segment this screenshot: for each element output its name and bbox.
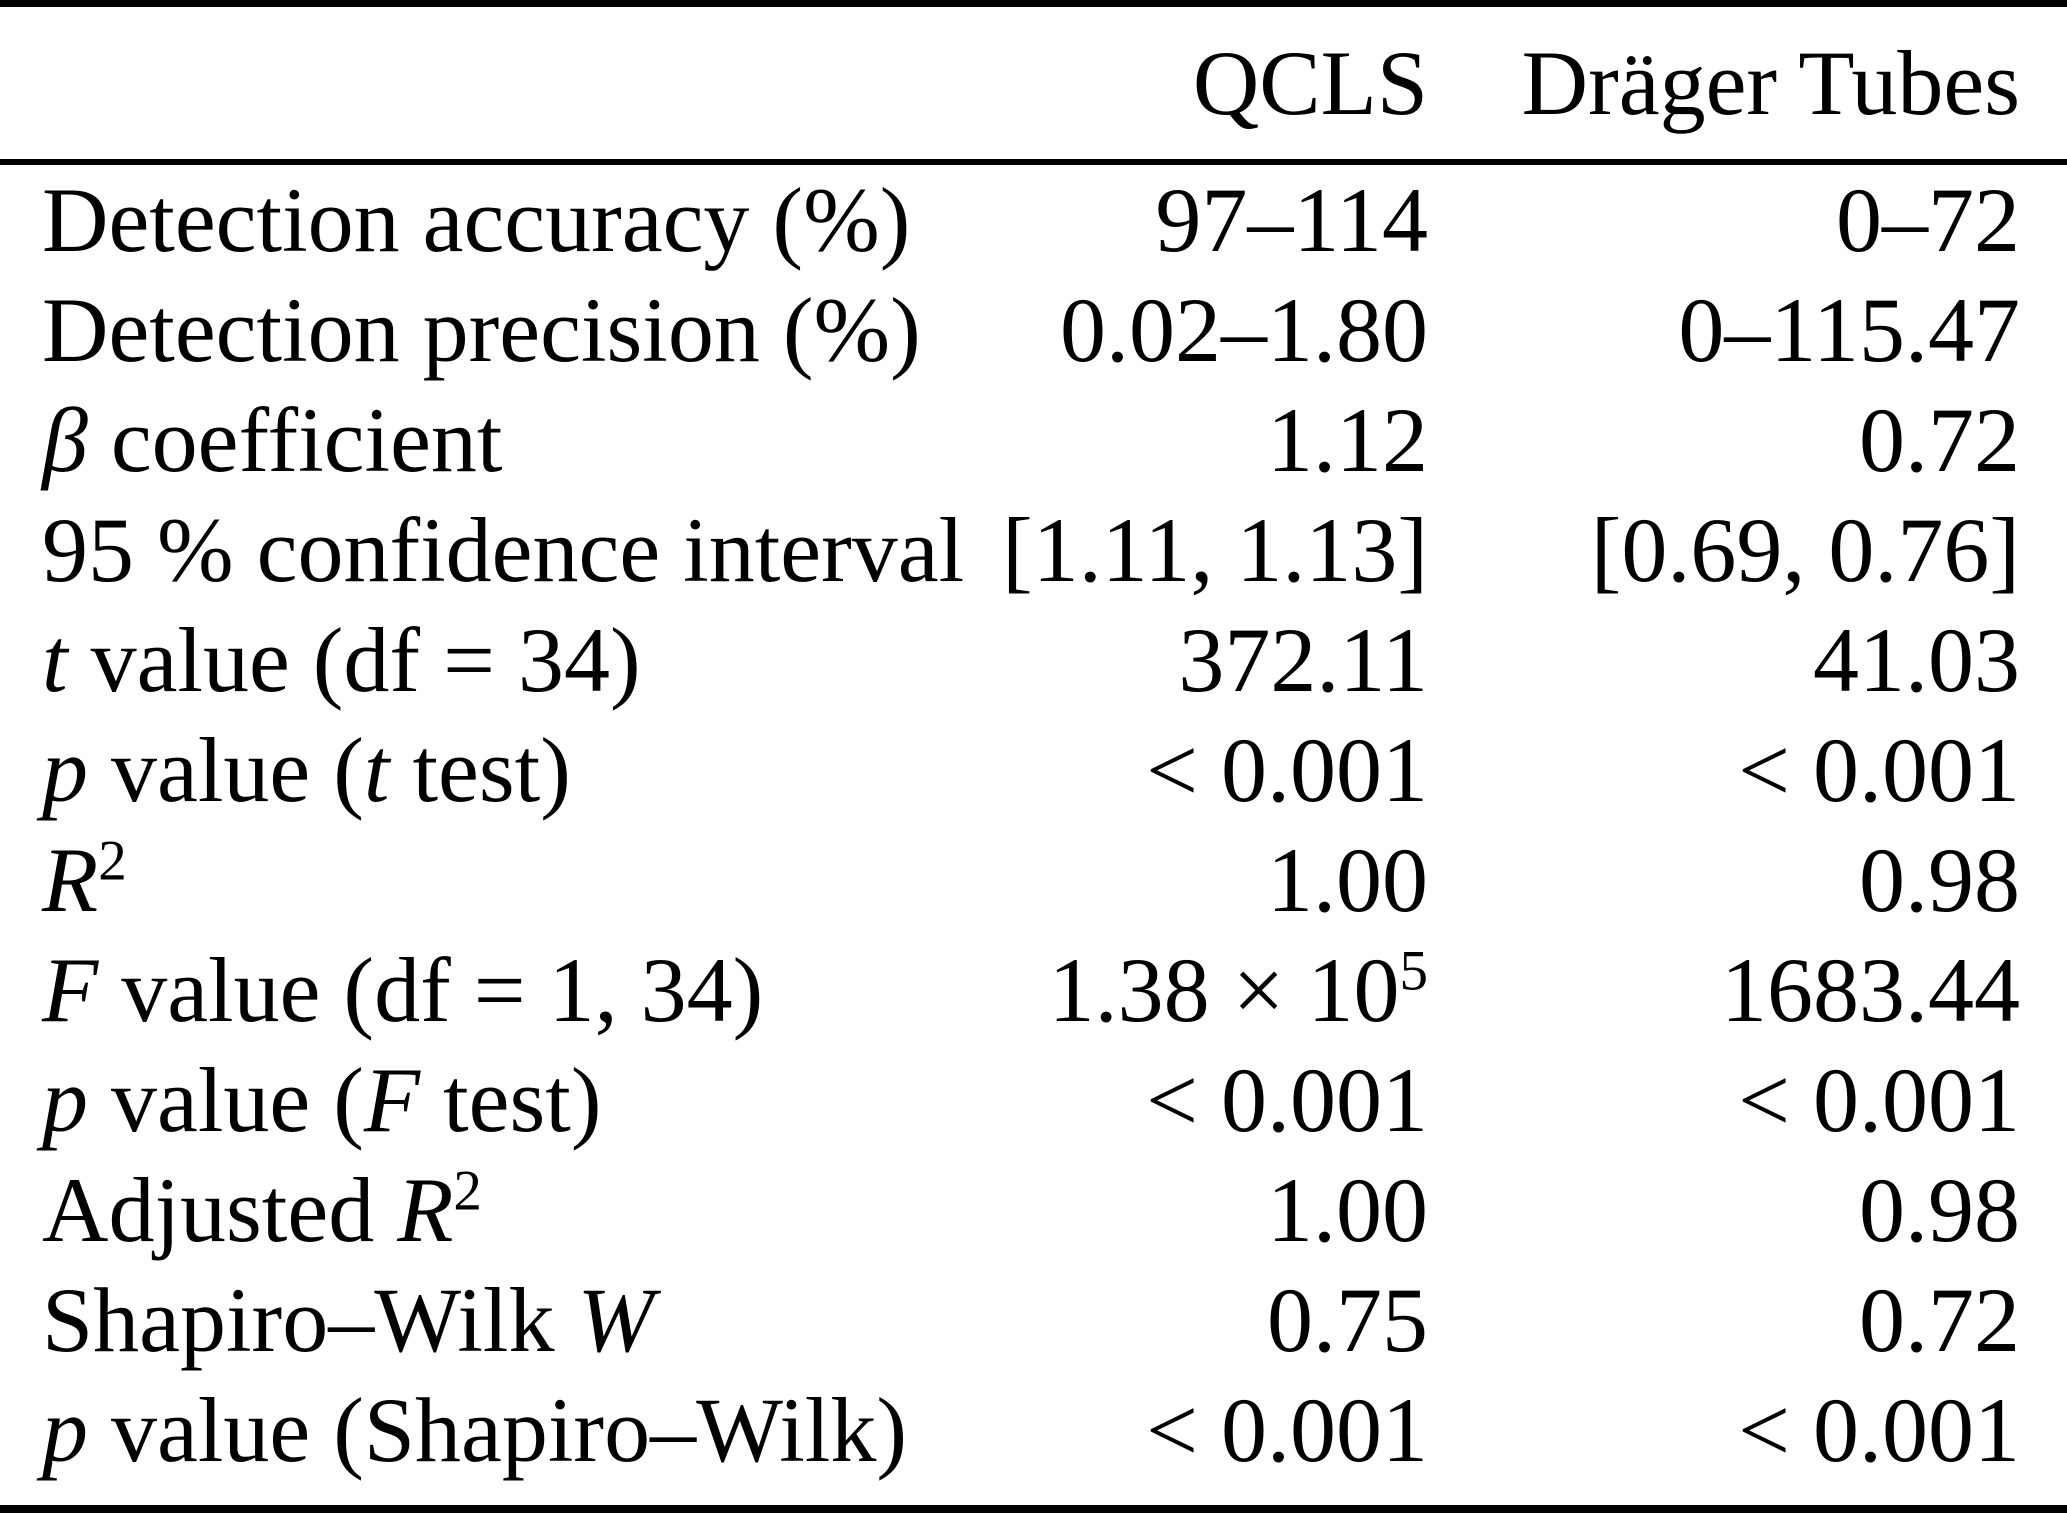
drager-value-cell: 0.72	[1859, 389, 2020, 491]
column-header-qcls: QCLS	[1192, 32, 1428, 134]
drager-value-cell: 0–72	[1836, 169, 2020, 271]
column-header-empty	[0, 4, 990, 163]
table-row: F value (df = 1, 34) 1.38 × 105 1683.44	[0, 935, 2067, 1045]
drager-value-cell: 0–115.47	[1678, 279, 2020, 381]
column-header-drager-tubes: Dräger Tubes	[1521, 32, 2020, 134]
drager-value-cell: 0.98	[1859, 1159, 2020, 1261]
drager-value-cell: < 0.001	[1738, 1049, 2020, 1151]
qcls-value-cell: < 0.001	[1146, 1379, 1428, 1481]
table-row: Detection accuracy (%) 97–114 0–72	[0, 162, 2067, 275]
qcls-value-cell: 0.75	[1267, 1269, 1428, 1371]
drager-value-cell: 1683.44	[1721, 939, 2020, 1041]
table-row: Detection precision (%) 0.02–1.80 0–115.47	[0, 275, 2067, 385]
row-label-cell: Adjusted R2	[42, 1159, 482, 1261]
table-row: β coefficient 1.12 0.72	[0, 385, 2067, 495]
table-row: t value (df = 34) 372.11 41.03	[0, 605, 2067, 715]
row-label-cell: t value (df = 34)	[42, 609, 641, 711]
header-row: QCLS Dräger Tubes	[0, 4, 2067, 163]
row-label-cell: Detection accuracy (%)	[42, 169, 911, 271]
table-row: p value (t test) < 0.001 < 0.001	[0, 715, 2067, 825]
row-label-cell: p value (F test)	[42, 1049, 602, 1151]
qcls-value-cell: < 0.001	[1146, 1049, 1428, 1151]
qcls-value-cell: 1.12	[1267, 389, 1428, 491]
table-header: QCLS Dräger Tubes	[0, 4, 2067, 163]
row-label-cell: β coefficient	[42, 389, 503, 491]
drager-value-cell: 41.03	[1813, 609, 2020, 711]
row-label-cell: p value (Shapiro–Wilk)	[42, 1379, 907, 1481]
drager-value-cell: 0.98	[1859, 829, 2020, 931]
drager-value-cell: < 0.001	[1738, 1379, 2020, 1481]
drager-value-cell: < 0.001	[1738, 719, 2020, 821]
row-label-cell: Shapiro–Wilk W	[42, 1269, 655, 1371]
qcls-value-cell: 1.38 × 105	[1048, 939, 1428, 1041]
table-row: 95 % confidence interval [1.11, 1.13] [0.6…	[0, 495, 2067, 605]
drager-value-cell: [0.69, 0.76]	[1590, 499, 2020, 601]
row-label-cell: R2	[42, 829, 127, 931]
row-label-cell: p value (t test)	[42, 719, 571, 821]
qcls-value-cell: [1.11, 1.13]	[1002, 499, 1428, 601]
drager-value-cell: 0.72	[1859, 1269, 2020, 1371]
table-row: p value (Shapiro–Wilk) < 0.001 < 0.001	[0, 1375, 2067, 1509]
table-row: p value (F test) < 0.001 < 0.001	[0, 1045, 2067, 1155]
qcls-value-cell: < 0.001	[1146, 719, 1428, 821]
qcls-value-cell: 1.00	[1267, 1159, 1428, 1261]
qcls-value-cell: 372.11	[1178, 609, 1428, 711]
table-row: Shapiro–Wilk W 0.75 0.72	[0, 1265, 2067, 1375]
table-row: Adjusted R2 1.00 0.98	[0, 1155, 2067, 1265]
qcls-value-cell: 0.02–1.80	[1060, 279, 1428, 381]
row-label-cell: Detection precision (%)	[42, 279, 921, 381]
qcls-value-cell: 1.00	[1267, 829, 1428, 931]
row-label-cell: 95 % confidence interval	[42, 499, 965, 601]
table-row: R2 1.00 0.98	[0, 825, 2067, 935]
qcls-value-cell: 97–114	[1155, 169, 1428, 271]
row-label-cell: F value (df = 1, 34)	[42, 939, 764, 1041]
table-body: Detection accuracy (%) 97–114 0–72 Detectio…	[0, 162, 2067, 1509]
